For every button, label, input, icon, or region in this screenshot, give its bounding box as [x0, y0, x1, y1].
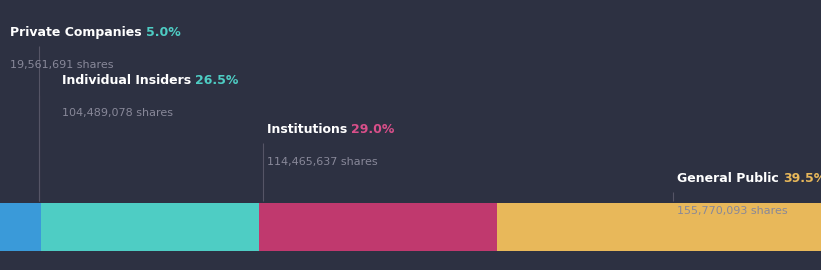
Text: 5.0%: 5.0%	[146, 26, 181, 39]
Text: 19,561,691 shares: 19,561,691 shares	[10, 60, 113, 70]
Bar	[41, 202, 259, 251]
Bar	[497, 202, 821, 251]
Text: 114,465,637 shares: 114,465,637 shares	[267, 157, 378, 167]
Text: 26.5%: 26.5%	[195, 75, 238, 87]
Text: Institutions: Institutions	[267, 123, 351, 136]
Text: 155,770,093 shares: 155,770,093 shares	[677, 205, 788, 216]
Text: 29.0%: 29.0%	[351, 123, 395, 136]
Text: Private Companies: Private Companies	[10, 26, 146, 39]
Bar	[259, 202, 497, 251]
Text: 104,489,078 shares: 104,489,078 shares	[62, 108, 172, 119]
Text: General Public: General Public	[677, 172, 783, 185]
Text: Individual Insiders: Individual Insiders	[62, 75, 195, 87]
Bar	[0, 202, 41, 251]
Text: 39.5%: 39.5%	[783, 172, 821, 185]
